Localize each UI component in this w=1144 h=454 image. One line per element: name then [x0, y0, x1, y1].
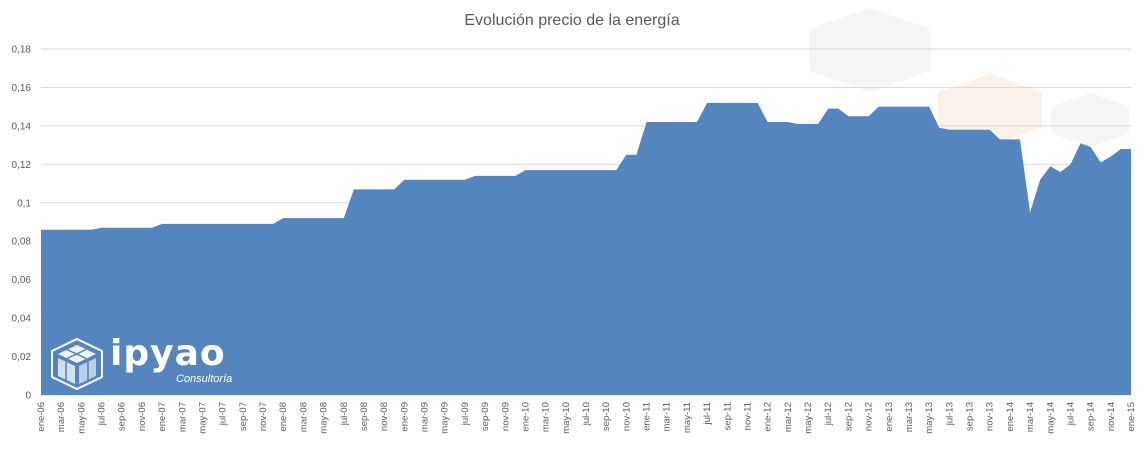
- x-tick-label: may-07: [198, 402, 209, 434]
- x-tick-label: may-09: [440, 402, 451, 434]
- watermark-hexagon: [809, 8, 931, 92]
- x-tick-label: mar-14: [1025, 402, 1036, 432]
- series-area-fill: [41, 102, 1131, 395]
- x-tick-label: nov-13: [985, 402, 996, 431]
- x-tick-label: mar-07: [177, 402, 188, 432]
- x-tick-label: nov-07: [258, 402, 269, 431]
- x-tick-label: jul-10: [581, 402, 592, 426]
- x-tick-label: ene-10: [520, 402, 531, 432]
- x-axis-ticks: ene-06 mar-06 may-06 jul-06 sep-06 nov-06 ene-…: [36, 402, 1137, 434]
- x-tick-label: may-10: [561, 402, 572, 434]
- x-tick-label: may-13: [924, 402, 935, 434]
- x-tick-label: may-06: [76, 402, 87, 434]
- x-tick-label: sep-07: [238, 402, 249, 431]
- x-tick-label: jul-08: [339, 402, 350, 426]
- x-tick-label: ene-14: [1005, 402, 1016, 432]
- x-tick-label: nov-14: [1106, 402, 1117, 431]
- x-tick-label: mar-06: [56, 402, 67, 432]
- y-tick-label: 0: [25, 391, 31, 402]
- x-tick-label: mar-09: [420, 402, 431, 432]
- x-tick-label: sep-11: [722, 402, 733, 430]
- cube-logo-icon: [51, 337, 103, 391]
- x-tick-label: jul-13: [944, 402, 955, 426]
- x-tick-label: may-14: [1045, 402, 1056, 434]
- x-tick-label: jul-12: [823, 402, 834, 426]
- x-tick-label: ene-15: [1126, 402, 1137, 432]
- y-tick-label: 0,1: [17, 198, 31, 209]
- x-tick-label: jul-14: [1065, 402, 1076, 426]
- x-tick-label: jul-11: [702, 402, 713, 426]
- x-tick-label: ene-12: [763, 402, 774, 432]
- x-tick-label: may-12: [803, 402, 814, 434]
- watermark-hexagon: [1051, 93, 1129, 147]
- x-tick-label: mar-10: [541, 402, 552, 432]
- logo-tagline: Consultoría: [176, 373, 233, 385]
- x-tick-label: jul-06: [97, 402, 108, 426]
- ipyao-logo: ipyao Consultoría: [48, 333, 248, 395]
- watermark-hexagon: [938, 74, 1042, 146]
- y-tick-label: 0,14: [12, 121, 32, 132]
- x-tick-label: ene-11: [642, 402, 653, 431]
- x-tick-label: nov-12: [864, 402, 875, 431]
- x-tick-label: sep-06: [117, 402, 128, 431]
- x-tick-label: nov-06: [137, 402, 148, 431]
- series-area: [41, 102, 1131, 395]
- x-tick-label: ene-13: [884, 402, 895, 432]
- x-tick-label: ene-08: [278, 402, 289, 432]
- x-tick-label: jul-07: [218, 402, 229, 426]
- y-axis-ticks: 0 0,02 0,04 0,06 0,08 0,1 0,12 0,14 0,16 0,18: [12, 45, 32, 402]
- y-tick-label: 0,06: [12, 275, 32, 286]
- x-tick-label: mar-11: [662, 402, 673, 431]
- x-tick-label: may-08: [319, 402, 330, 434]
- y-tick-label: 0,12: [12, 160, 32, 171]
- x-tick-label: nov-08: [379, 402, 390, 431]
- y-tick-label: 0,18: [12, 45, 32, 56]
- x-tick-label: sep-08: [359, 402, 370, 431]
- y-tick-label: 0,02: [12, 352, 32, 363]
- y-tick-label: 0,04: [12, 314, 32, 325]
- x-tick-label: nov-10: [621, 402, 632, 431]
- x-tick-label: may-11: [682, 402, 693, 433]
- x-tick-label: mar-13: [904, 402, 915, 432]
- x-tick-label: nov-09: [500, 402, 511, 431]
- x-tick-label: sep-10: [601, 402, 612, 431]
- y-tick-label: 0,08: [12, 237, 32, 248]
- x-tick-label: mar-12: [783, 402, 794, 432]
- x-tick-label: ene-09: [399, 402, 410, 432]
- x-tick-label: sep-12: [843, 402, 854, 431]
- x-tick-label: sep-09: [480, 402, 491, 431]
- chart-title: Evolución precio de la energía: [464, 12, 680, 29]
- x-tick-label: ene-06: [36, 402, 47, 432]
- x-tick-label: mar-08: [298, 402, 309, 432]
- x-tick-label: nov-11: [743, 402, 754, 430]
- logo-wordmark: ipyao: [110, 333, 226, 374]
- y-tick-label: 0,16: [12, 83, 32, 94]
- x-tick-label: sep-13: [965, 402, 976, 431]
- x-tick-label: sep-14: [1086, 402, 1097, 431]
- x-tick-label: ene-07: [157, 402, 168, 432]
- x-tick-label: jul-09: [460, 402, 471, 426]
